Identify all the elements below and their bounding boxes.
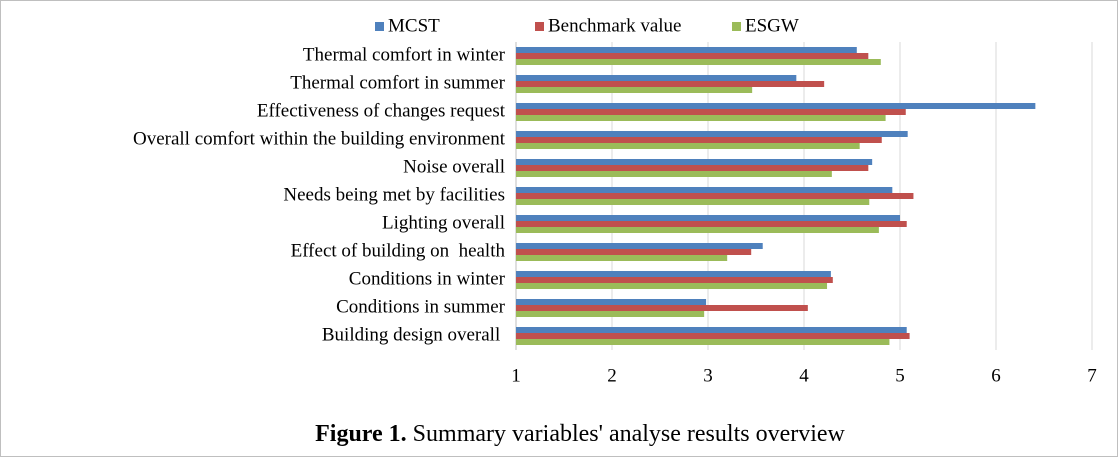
y-tick-label: Lighting overall <box>382 212 505 233</box>
caption-label: Figure 1. <box>315 421 407 447</box>
bar <box>516 131 908 137</box>
y-tick-label: Thermal comfort in winter <box>303 44 506 65</box>
bar <box>516 171 832 177</box>
bar <box>516 199 870 205</box>
bar <box>516 255 728 261</box>
x-tick-label: 1 <box>511 365 521 386</box>
bar <box>516 299 707 305</box>
bar <box>516 193 914 199</box>
bar <box>516 87 753 93</box>
bar <box>516 333 910 339</box>
x-tick-label: 6 <box>991 365 1001 386</box>
bar <box>516 115 886 121</box>
bar <box>516 81 825 87</box>
y-tick-label: Thermal comfort in summer <box>290 72 505 93</box>
bar <box>516 327 907 333</box>
bar <box>516 243 763 249</box>
bar <box>516 137 882 143</box>
x-tick-label: 4 <box>799 365 809 386</box>
bar <box>516 53 869 59</box>
bar <box>516 109 906 115</box>
bar <box>516 339 890 345</box>
legend-swatch <box>375 22 384 31</box>
x-tick-label: 2 <box>607 365 617 386</box>
y-tick-label: Conditions in winter <box>349 268 506 289</box>
caption: Figure 1. Summary variables' analyse res… <box>315 421 845 447</box>
bar <box>516 187 893 193</box>
x-tick-label: 3 <box>703 365 713 386</box>
bar <box>516 271 831 277</box>
y-tick-label: Noise overall <box>403 156 505 177</box>
bar <box>516 283 828 289</box>
y-tick-label: Building design overall <box>322 324 505 345</box>
caption-text: Summary variables' analyse results overv… <box>413 421 846 447</box>
x-tick-label: 5 <box>895 365 905 386</box>
y-tick-label: Overall comfort within the building envi… <box>133 128 506 149</box>
legend-swatch <box>535 22 544 31</box>
bar <box>516 215 900 221</box>
bar <box>516 221 907 227</box>
bar <box>516 277 833 283</box>
legend-label: Benchmark value <box>548 15 681 36</box>
legend-label: ESGW <box>745 15 799 36</box>
bar <box>516 59 881 65</box>
bar <box>516 249 752 255</box>
bar <box>516 143 860 149</box>
bar <box>516 305 808 311</box>
legend-swatch <box>732 22 741 31</box>
legend-label: MCST <box>388 15 440 36</box>
y-tick-label: Effectiveness of changes request <box>257 100 506 121</box>
bar <box>516 165 869 171</box>
y-tick-label: Conditions in summer <box>336 296 506 317</box>
bar <box>516 103 1036 109</box>
y-tick-label: Effect of building on health <box>291 240 506 261</box>
bar <box>516 47 857 53</box>
bar <box>516 159 873 165</box>
x-tick-label: 7 <box>1087 365 1097 386</box>
bar <box>516 311 705 317</box>
y-tick-label: Needs being met by facilities <box>283 184 505 205</box>
bar <box>516 227 879 233</box>
bar <box>516 75 797 81</box>
